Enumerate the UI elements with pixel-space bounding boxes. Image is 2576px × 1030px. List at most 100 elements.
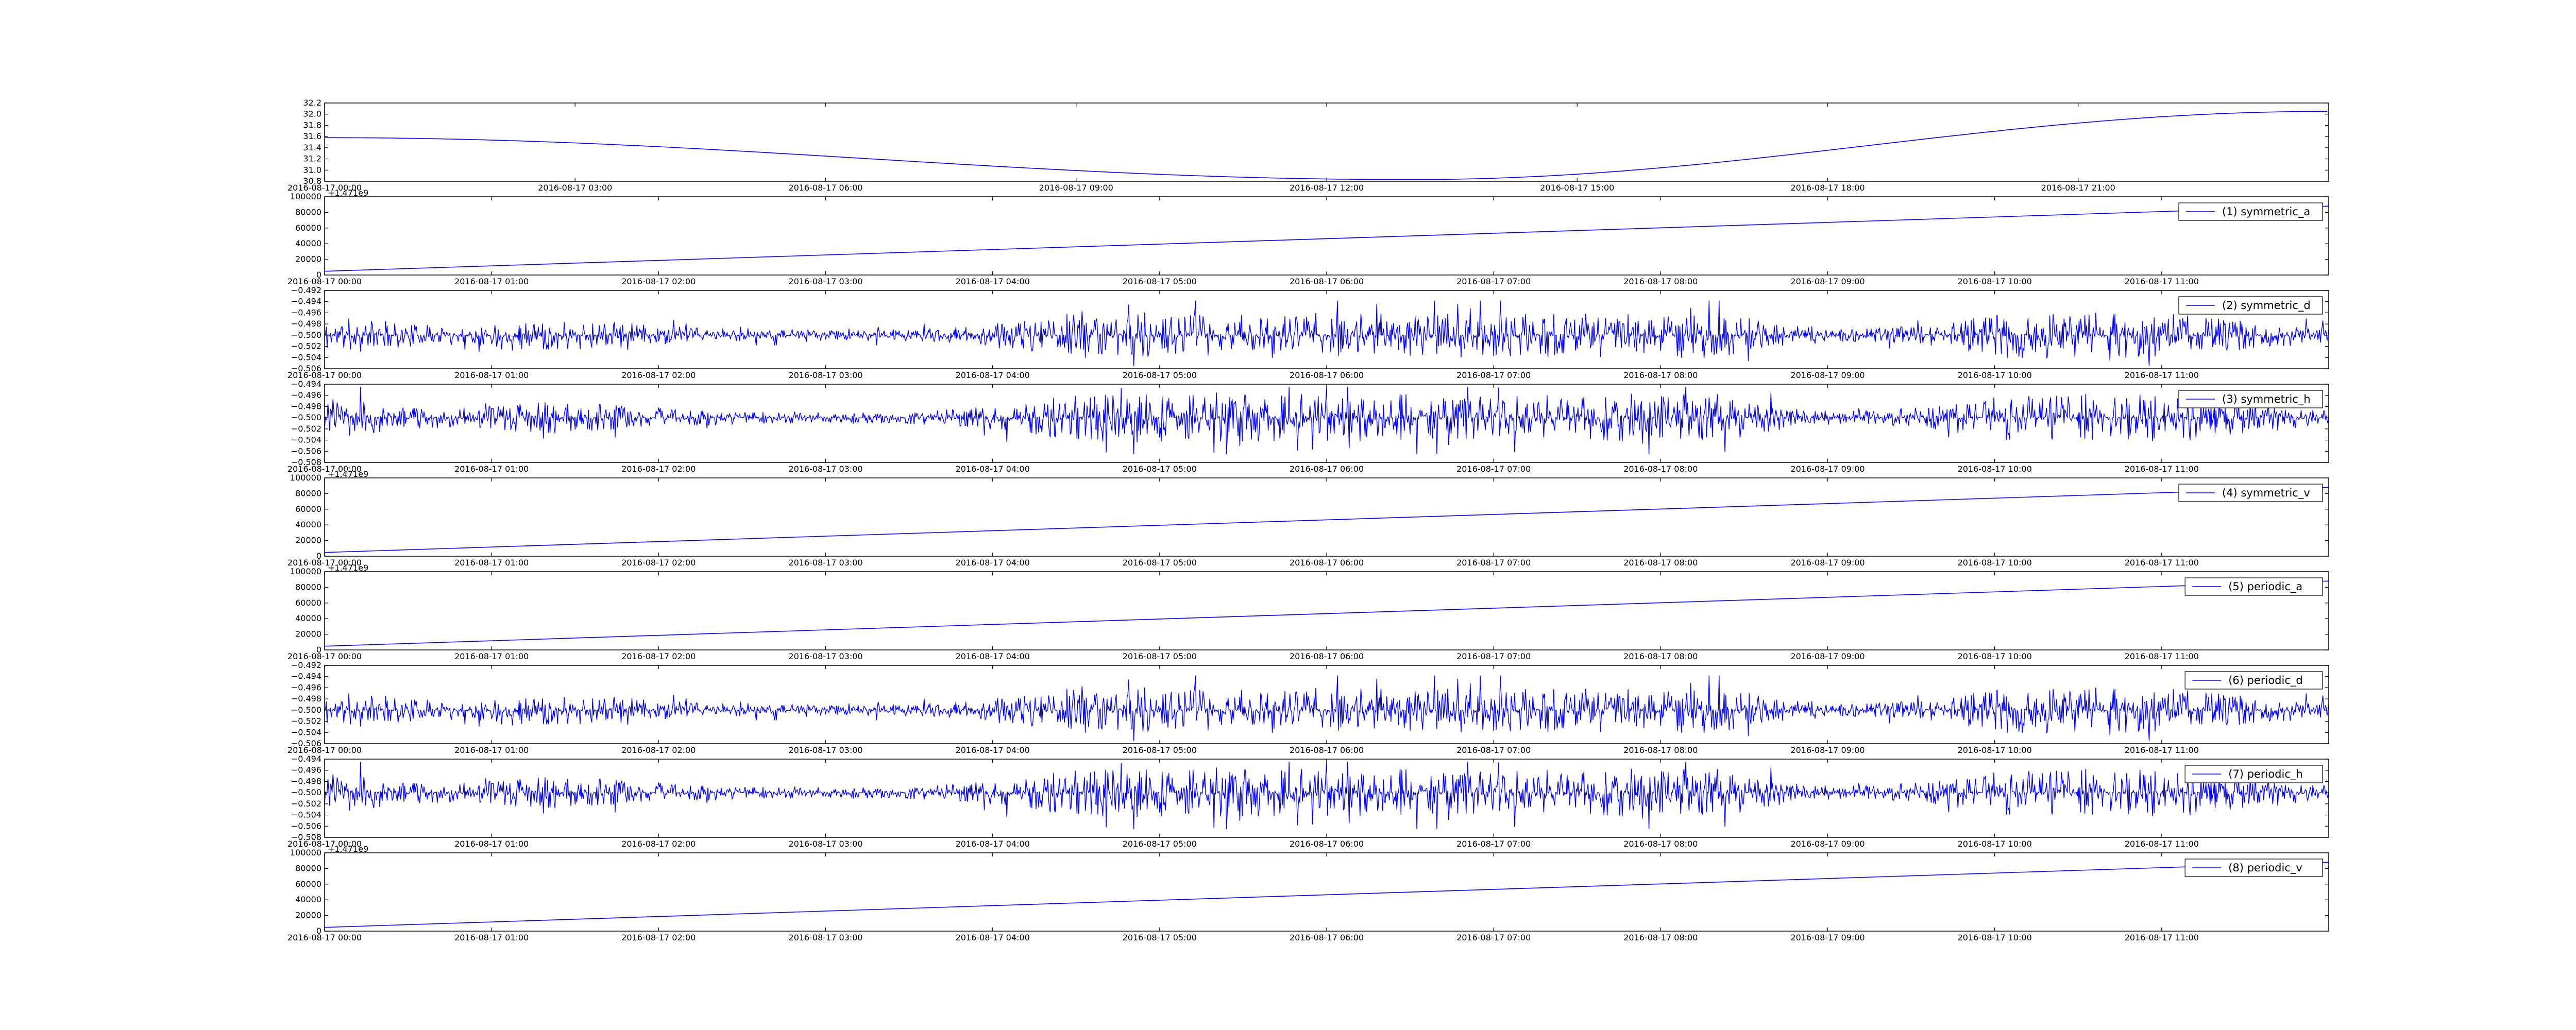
- subplot-4: −0.508−0.506−0.504−0.502−0.500−0.498−0.4…: [287, 379, 2329, 474]
- y-tick-label: −0.500: [291, 330, 321, 340]
- y-tick-label: 100000: [290, 848, 321, 857]
- x-tick-label: 2016-08-17 01:00: [454, 651, 529, 661]
- x-tick-label: 2016-08-17 08:00: [1623, 839, 1698, 849]
- x-tick-label: 2016-08-17 04:00: [956, 464, 1030, 474]
- x-tick-label: 2016-08-17 11:00: [2125, 370, 2199, 380]
- legend-label: (5) periodic_a: [2228, 580, 2302, 593]
- x-tick-label: 2016-08-17 03:00: [788, 464, 862, 474]
- legend-label: (6) periodic_d: [2228, 674, 2303, 687]
- x-tick-label: 2016-08-17 05:00: [1123, 370, 1197, 380]
- legend-label: (3) symmetric_h: [2222, 393, 2311, 406]
- x-tick-label: 2016-08-17 02:00: [621, 558, 696, 568]
- x-tick-label: 2016-08-17 04:00: [956, 651, 1030, 661]
- axes-frame: [324, 196, 2329, 276]
- x-tick-label: 2016-08-17 11:00: [2125, 839, 2199, 849]
- y-tick-label: 0: [316, 645, 321, 655]
- y-tick-label: −0.504: [291, 352, 321, 362]
- x-tick-label: 2016-08-17 04:00: [956, 839, 1030, 849]
- x-tick-label: 2016-08-17 09:00: [1790, 277, 1865, 286]
- x-tick-label: 2016-08-17 03:00: [538, 183, 612, 193]
- axes-frame: [324, 102, 2329, 182]
- x-tick-label: 2016-08-17 02:00: [621, 933, 696, 942]
- y-tick-label: 100000: [290, 192, 321, 201]
- y-tick-label: −0.506: [291, 364, 321, 373]
- y-tick-label: −0.504: [291, 435, 321, 445]
- x-tick-label: 2016-08-17 03:00: [788, 933, 862, 942]
- x-tick-label: 2016-08-17 06:00: [1290, 839, 1364, 849]
- y-tick-label: 80000: [295, 488, 321, 498]
- x-tick-label: 2016-08-17 09:00: [1790, 745, 1865, 755]
- y-tick-label: −0.502: [291, 341, 321, 351]
- x-tick-label: 2016-08-17 02:00: [621, 277, 696, 286]
- x-tick-label: 2016-08-17 08:00: [1623, 370, 1698, 380]
- series-line: [324, 862, 2329, 928]
- x-tick-label: 2016-08-17 08:00: [1623, 745, 1698, 755]
- y-tick-label: −0.496: [291, 765, 321, 775]
- x-tick-label: 2016-08-17 07:00: [1456, 651, 1531, 661]
- x-tick-label: 2016-08-17 07:00: [1456, 839, 1531, 849]
- x-tick-label: 2016-08-17 06:00: [1290, 651, 1364, 661]
- subplot-9: 0 20000 40000 60000 80000 100000 2016-08-17 00…: [287, 844, 2329, 942]
- x-tick-label: 2016-08-17 08:00: [1623, 651, 1698, 661]
- y-tick-label: 31.0: [303, 165, 321, 175]
- y-tick-label: 0: [316, 926, 321, 936]
- x-tick-label: 2016-08-17 08:00: [1623, 464, 1698, 474]
- x-tick-label: 2016-08-17 02:00: [621, 464, 696, 474]
- x-tick-label: 2016-08-17 07:00: [1456, 464, 1531, 474]
- x-tick-label: 2016-08-17 00:00: [287, 651, 362, 661]
- offset-text: +1.471e9: [328, 844, 368, 854]
- offset-text: +1.471e9: [328, 188, 368, 198]
- y-tick-label: 40000: [295, 613, 321, 623]
- y-tick-label: −0.502: [291, 424, 321, 434]
- subplot-2: 0 20000 40000 60000 80000 100000 2016-08-17 00…: [287, 188, 2329, 286]
- series-line: [324, 387, 2329, 454]
- legend-box: [2184, 765, 2323, 783]
- y-tick-label: −0.494: [291, 754, 321, 764]
- series-line: [324, 580, 2329, 647]
- x-tick-label: 2016-08-17 06:00: [1290, 464, 1364, 474]
- x-tick-label: 2016-08-17 03:00: [788, 745, 862, 755]
- legend: (2) symmetric_d: [2178, 296, 2323, 315]
- legend-label: (4) symmetric_v: [2222, 487, 2310, 500]
- x-tick-label: 2016-08-17 00:00: [287, 183, 362, 193]
- y-tick-label: −0.494: [291, 672, 321, 681]
- x-tick-label: 2016-08-17 08:00: [1623, 277, 1698, 286]
- subplot-6: 0 20000 40000 60000 80000 100000 2016-08-17 00…: [287, 563, 2329, 661]
- y-tick-label: −0.508: [291, 457, 321, 467]
- x-tick-label: 2016-08-17 08:00: [1623, 558, 1698, 568]
- x-tick-label: 2016-08-17 10:00: [1958, 370, 2032, 380]
- legend: (1) symmetric_a: [2178, 202, 2323, 221]
- y-tick-label: 20000: [295, 536, 321, 545]
- y-tick-label: 20000: [295, 254, 321, 264]
- x-tick-label: 2016-08-17 08:00: [1623, 933, 1698, 942]
- y-tick-label: 0: [316, 551, 321, 561]
- legend-label: (1) symmetric_a: [2222, 205, 2310, 218]
- x-tick-label: 2016-08-17 11:00: [2125, 277, 2199, 286]
- legend: (3) symmetric_h: [2178, 390, 2323, 408]
- x-tick-label: 2016-08-17 05:00: [1123, 745, 1197, 755]
- y-tick-label: −0.500: [291, 413, 321, 422]
- x-tick-label: 2016-08-17 07:00: [1456, 370, 1531, 380]
- x-tick-label: 2016-08-17 02:00: [621, 839, 696, 849]
- x-tick-label: 2016-08-17 18:00: [1790, 183, 1865, 193]
- x-tick-label: 2016-08-17 00:00: [287, 370, 362, 380]
- x-tick-label: 2016-08-17 09:00: [1790, 370, 1865, 380]
- y-tick-label: −0.496: [291, 307, 321, 317]
- axes-frame: [324, 477, 2329, 557]
- y-tick-label: −0.504: [291, 727, 321, 737]
- series-line: [324, 487, 2329, 553]
- x-tick-label: 2016-08-17 02:00: [621, 651, 696, 661]
- x-tick-label: 2016-08-17 03:00: [788, 277, 862, 286]
- series-line: [324, 675, 2329, 741]
- y-tick-label: −0.498: [291, 319, 321, 329]
- x-tick-label: 2016-08-17 04:00: [956, 370, 1030, 380]
- x-tick-label: 2016-08-17 09:00: [1790, 558, 1865, 568]
- subplot-5: 0 20000 40000 60000 80000 100000 2016-08-17 00…: [287, 469, 2329, 568]
- x-tick-label: 2016-08-17 01:00: [454, 370, 529, 380]
- x-tick-label: 2016-08-17 01:00: [454, 558, 529, 568]
- y-tick-label: −0.492: [291, 660, 321, 670]
- y-tick-label: −0.498: [291, 694, 321, 703]
- x-tick-label: 2016-08-17 00:00: [287, 745, 362, 755]
- y-tick-label: 31.2: [303, 154, 321, 164]
- y-tick-label: 40000: [295, 238, 321, 248]
